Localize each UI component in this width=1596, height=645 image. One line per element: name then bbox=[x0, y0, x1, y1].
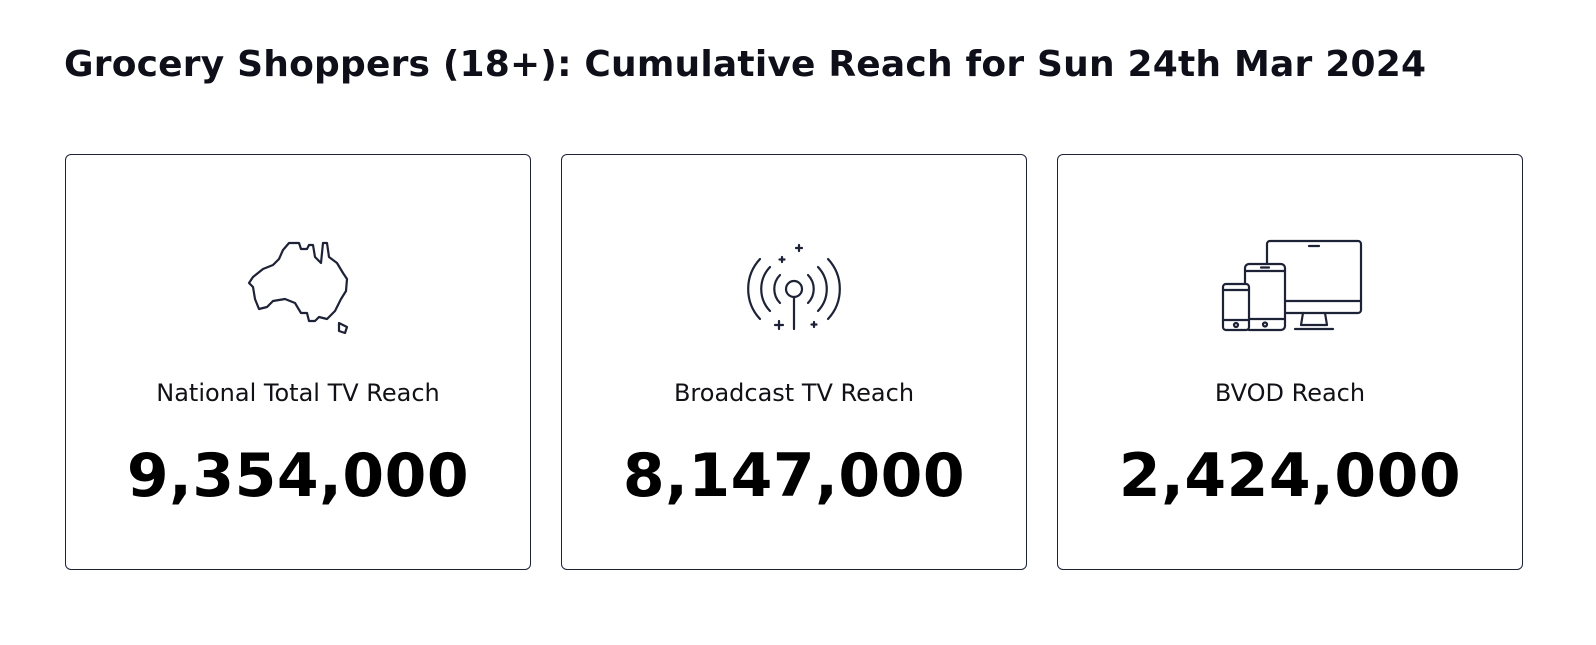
card-bvod-reach: BVOD Reach 2,424,000 bbox=[1057, 154, 1523, 570]
australia-map-icon bbox=[223, 237, 373, 337]
card-value: 9,354,000 bbox=[126, 441, 470, 511]
card-label: Broadcast TV Reach bbox=[673, 379, 915, 407]
page-title: Grocery Shoppers (18+): Cumulative Reach… bbox=[64, 44, 1427, 85]
card-label: National Total TV Reach bbox=[156, 379, 440, 407]
reach-cards: National Total TV Reach 9,354,000 Broadc… bbox=[65, 154, 1523, 570]
card-label: BVOD Reach bbox=[1214, 379, 1366, 407]
card-value: 8,147,000 bbox=[622, 441, 966, 511]
devices-icon bbox=[1215, 237, 1365, 337]
broadcast-antenna-icon bbox=[719, 237, 869, 337]
card-broadcast-tv-reach: Broadcast TV Reach 8,147,000 bbox=[561, 154, 1027, 570]
card-national-total-tv-reach: National Total TV Reach 9,354,000 bbox=[65, 154, 531, 570]
card-value: 2,424,000 bbox=[1118, 441, 1462, 511]
